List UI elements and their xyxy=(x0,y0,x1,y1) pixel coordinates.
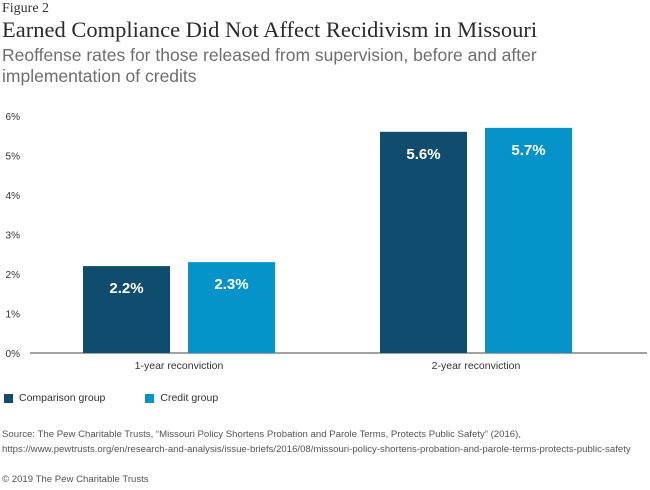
y-tick-label: 0% xyxy=(6,349,21,360)
x-tick-label: 2-year reconviction xyxy=(432,360,521,372)
legend-label-comparison: Comparison group xyxy=(19,392,106,404)
x-tick-label: 1-year reconviction xyxy=(135,360,224,372)
y-tick-label: 3% xyxy=(6,231,21,242)
legend-swatch-credit xyxy=(145,393,155,403)
legend-label-credit: Credit group xyxy=(160,392,219,404)
y-tick-label: 2% xyxy=(6,270,21,281)
bar-value-label: 5.6% xyxy=(406,146,440,163)
bar-value-label: 5.7% xyxy=(511,142,545,159)
chart-subtitle: Reoffense rates for those released from … xyxy=(2,45,537,86)
y-tick-label: 4% xyxy=(6,191,21,202)
legend-swatch-comparison xyxy=(4,393,13,403)
y-tick-label: 5% xyxy=(6,152,21,163)
y-tick-label: 6% xyxy=(6,112,21,123)
copyright: © 2019 The Pew Charitable Trusts xyxy=(2,474,149,485)
chart-title: Earned Compliance Did Not Affect Recidiv… xyxy=(2,17,538,42)
legend-item-comparison: Comparison group xyxy=(4,392,105,404)
bar-comparison xyxy=(83,266,170,353)
bar-value-label: 2.3% xyxy=(214,276,248,293)
legend: Comparison group Credit group xyxy=(4,391,258,405)
bar-credit xyxy=(485,127,572,353)
source-note: Source: The Pew Charitable Trusts, “Miss… xyxy=(2,429,631,455)
bar-chart: 0% 1% 2% 3% 4% 5% 6% 2.2% 2.3% 1-year reconvictio… xyxy=(6,112,647,372)
figure-label: Figure 2 xyxy=(2,1,50,16)
bar-value-label: 2.2% xyxy=(109,280,143,297)
y-tick-label: 1% xyxy=(6,310,21,321)
legend-item-credit: Credit group xyxy=(145,392,218,404)
bar-credit xyxy=(188,262,275,353)
bar-comparison xyxy=(380,131,467,353)
